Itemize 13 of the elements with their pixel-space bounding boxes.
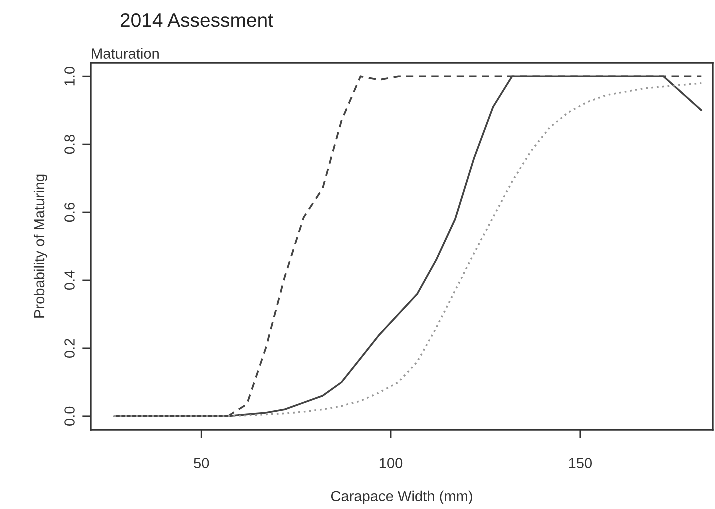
chart-subtitle: Maturation bbox=[92, 48, 159, 59]
y-tick-label: 0.6 bbox=[64, 203, 75, 222]
y-tick-label: 0.0 bbox=[64, 406, 75, 426]
y-tick-label: 0.8 bbox=[64, 135, 75, 154]
x-axis-title: Carapace Width (mm) bbox=[331, 490, 472, 504]
y-tick-label: 0.2 bbox=[64, 339, 75, 358]
chart-title: 2014 Assessment bbox=[120, 13, 274, 28]
x-tick-label: 150 bbox=[569, 458, 592, 468]
y-tick-label: 0.4 bbox=[64, 270, 75, 290]
y-tick-label: 1.0 bbox=[64, 67, 75, 86]
x-tick-label: 100 bbox=[380, 458, 403, 468]
x-tick-label: 50 bbox=[194, 458, 210, 468]
y-axis-title: Probability of Maturing bbox=[34, 174, 48, 318]
